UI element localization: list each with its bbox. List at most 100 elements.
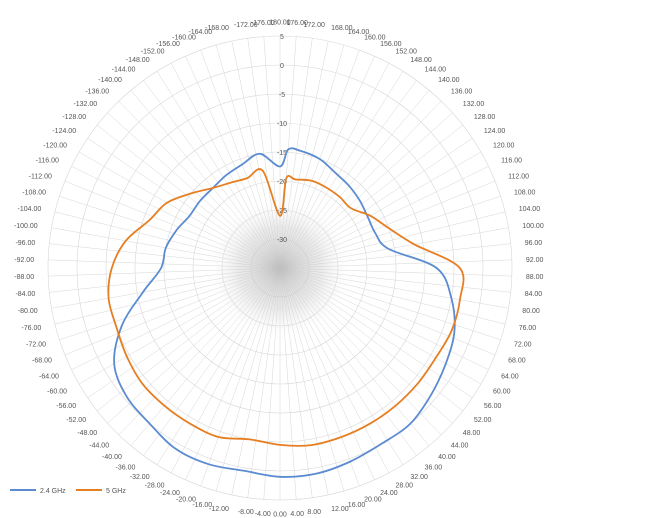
angle-tick-label: -12.00 [209,506,229,513]
angle-tick-label: 0.00 [273,512,287,518]
angle-tick-label: 72.00 [514,342,532,349]
angle-tick-label: 140.00 [438,77,460,84]
angle-tick-label: -160.00 [172,34,196,41]
radial-tick-label: -20 [277,179,287,186]
angle-tick-label: -176.00 [251,20,275,27]
angle-tick-label: -136.00 [85,89,109,96]
series-layer [107,147,465,478]
angle-tick-label: 24.00 [380,490,398,497]
grid-ring [47,35,513,501]
angle-tick-label: -144.00 [112,67,136,74]
angle-tick-label: -20.00 [176,497,196,504]
angle-tick-label: 160.00 [364,34,386,41]
series-line-5-ghz [107,168,465,447]
angle-tick-label: 116.00 [501,158,522,165]
angle-tick-label: 128.00 [474,114,496,121]
angle-tick-label: -96.00 [15,240,35,247]
angle-tick-label: -108.00 [22,190,46,197]
grid-ring [76,64,484,472]
angle-tick-label: 132.00 [463,101,485,108]
grid-ring [134,122,426,414]
angle-tick-label: 80.00 [522,308,540,315]
angle-tick-label: 144.00 [425,67,447,74]
angle-tick-label: -132.00 [73,101,97,108]
angle-tick-label: 68.00 [508,358,526,365]
angle-tick-label: -172.00 [234,22,258,29]
angle-tick-label: 164.00 [348,29,370,36]
legend: 2.4 GHz 5 GHz [10,488,126,495]
grid-ring [163,151,397,385]
radial-tick-label: -5 [279,92,285,99]
angle-tick-label: -60.00 [47,389,67,396]
angle-tick-label: -40.00 [102,454,122,461]
angle-tick-label: -140.00 [98,77,122,84]
angle-tick-label: -4.00 [255,511,271,518]
angle-tick-label: 148.00 [410,57,432,64]
angle-tick-label: -88.00 [14,274,34,281]
legend-label-2.4-ghz: 2.4 GHz [40,488,66,495]
angle-tick-label: 136.00 [451,89,473,96]
angle-tick-label: 92.00 [526,257,544,264]
angle-tick-label: -56.00 [56,403,76,410]
angle-tick-label: 32.00 [410,474,428,481]
angle-tick-label: -72.00 [26,342,46,349]
angle-tick-label: -36.00 [116,465,136,472]
angle-tick-label: -44.00 [89,443,109,450]
angle-tick-label: 4.00 [290,511,304,518]
angle-tick-label: -80.00 [18,308,38,315]
angle-tick-label: -156.00 [156,41,180,48]
angle-tick-label: 112.00 [508,173,529,180]
angle-tick-label: 100.00 [522,223,544,230]
angle-tick-label: -84.00 [15,291,35,298]
angle-tick-label: 12.00 [331,506,349,513]
angle-tick-label: -164.00 [188,29,212,36]
angle-tick-label: 88.00 [526,274,544,281]
angle-tick-label: 172.00 [303,22,325,29]
angle-tick-label: -16.00 [192,502,212,509]
angle-tick-label: -124.00 [52,128,76,135]
angle-tick-label: -64.00 [39,373,59,380]
angle-tick-label: -32.00 [130,474,150,481]
angle-tick-label: 96.00 [525,240,543,247]
angle-tick-label: 124.00 [484,128,506,135]
angle-tick-label: -116.00 [36,158,59,165]
angle-tick-label: -152.00 [141,48,165,55]
angle-tick-label: 104.00 [519,206,541,213]
radial-tick-label: 0 [280,63,284,70]
angle-tick-label: -92.00 [14,257,34,264]
radial-tick-label: -10 [277,121,287,128]
angle-tick-label: 120.00 [493,143,515,150]
angle-tick-label: -120.00 [43,143,67,150]
angle-tick-label: -128.00 [62,114,86,121]
angle-tick-label: -100.00 [14,223,38,230]
angle-tick-label: 156.00 [380,41,402,48]
angle-tick-label: 176.00 [286,20,308,27]
angle-tick-label: -112.00 [29,173,52,180]
angle-tick-label: 8.00 [307,509,321,516]
angle-tick-label: -148.00 [126,57,150,64]
angle-tick-label: 84.00 [525,291,543,298]
angle-tick-label: 76.00 [519,325,537,332]
angle-tick-label: 64.00 [501,373,519,380]
legend-label-5-ghz: 5 GHz [106,488,126,495]
angle-tick-label: -68.00 [32,358,52,365]
angle-tick-label: 152.00 [396,48,418,55]
angle-tick-label: 40.00 [438,454,456,461]
angle-tick-label: -48.00 [77,430,97,437]
angle-tick-label: 180.00 [269,20,291,27]
angle-tick-label: 56.00 [484,403,502,410]
angle-tick-label: 16.00 [348,502,366,509]
angle-tick-label: 20.00 [364,497,382,504]
angle-tick-label: -104.00 [18,206,42,213]
series-line-2.4-ghz [113,147,456,478]
angle-tick-label: 60.00 [493,389,511,396]
angle-tick-label: 108.00 [514,190,536,197]
angle-tick-label: -28.00 [145,483,165,490]
angle-tick-label: -76.00 [21,325,41,332]
angle-tick-label: 36.00 [425,465,443,472]
radial-tick-label: 5 [280,34,284,41]
angle-tick-label: 52.00 [474,417,492,424]
angle-tick-label: 28.00 [396,483,414,490]
